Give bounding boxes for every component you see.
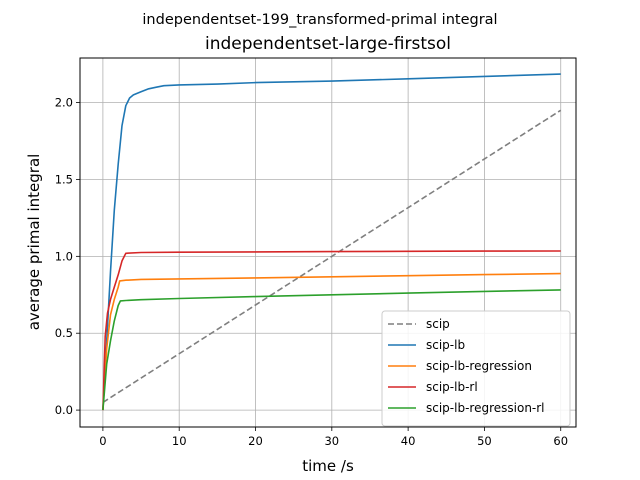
series-line-scip-lb-regression bbox=[102, 272, 561, 411]
series-line-scip bbox=[102, 109, 562, 404]
x-tick-label: 0 bbox=[99, 434, 106, 448]
y-tick-label: 1.5 bbox=[55, 172, 73, 186]
x-tick-label: 20 bbox=[248, 434, 263, 448]
x-tick-label: 60 bbox=[553, 434, 568, 448]
series-lines bbox=[102, 73, 562, 411]
y-axis-label: average primal integral bbox=[25, 154, 43, 331]
x-tick-label: 10 bbox=[172, 434, 187, 448]
legend-label: scip-lb bbox=[426, 338, 465, 352]
legend-label: scip-lb-rl bbox=[426, 380, 478, 394]
series-line-scip-lb bbox=[102, 73, 561, 411]
series-line-scip-lb-rl bbox=[102, 250, 561, 411]
chart-title: independentset-large-firstsol bbox=[205, 34, 451, 54]
y-tick-label: 1.0 bbox=[55, 249, 73, 263]
x-tick-label: 50 bbox=[477, 434, 492, 448]
y-tick-label: 0.0 bbox=[55, 403, 73, 417]
x-tick-label: 30 bbox=[324, 434, 339, 448]
legend-label: scip-lb-regression-rl bbox=[426, 401, 545, 415]
y-tick-label: 0.5 bbox=[55, 326, 73, 340]
plot-frame bbox=[79, 57, 577, 428]
axis-ticks: 0 10 20 30 40 50 60 0.0 0.5 1.0 1.5 2.0 bbox=[55, 96, 568, 448]
legend-label: scip-lb-regression bbox=[426, 359, 532, 373]
legend-label: scip bbox=[426, 317, 450, 331]
chart-suptitle: independentset-199_transformed-primal in… bbox=[142, 12, 497, 28]
x-axis-label: time /s bbox=[302, 457, 354, 475]
x-tick-label: 40 bbox=[401, 434, 416, 448]
grid bbox=[80, 58, 576, 427]
series-line-scip-lb-regression-rl bbox=[102, 289, 561, 411]
legend: scip scip-lb scip-lb-regression scip-lb-rl s… bbox=[381, 310, 571, 427]
legend-box bbox=[381, 310, 571, 427]
y-tick-label: 2.0 bbox=[55, 96, 73, 110]
